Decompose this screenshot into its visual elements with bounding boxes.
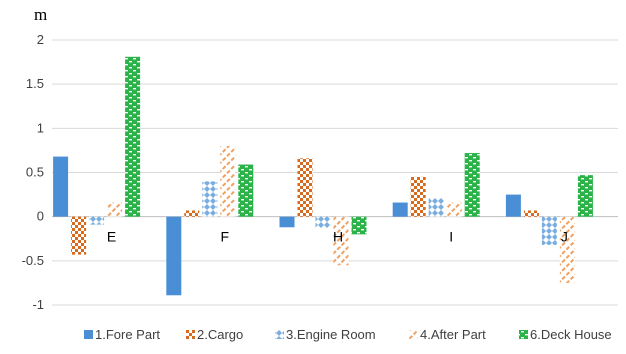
legend-swatch (275, 330, 284, 339)
bar-2-cargo-e (71, 216, 87, 255)
legend-swatch (519, 330, 528, 339)
legend-swatch (409, 330, 418, 339)
bar-6-deck-house-i (464, 153, 480, 217)
bars (53, 56, 593, 296)
bar-4-after-part-f (220, 146, 236, 217)
bar-1-fore-part-f (166, 216, 182, 296)
y-tick-label: 1.5 (26, 76, 44, 91)
y-axis-ticks: 2 1.5 1 0.5 0 -0.5 -1 (22, 32, 44, 312)
bar-6-deck-house-j (577, 175, 593, 217)
category-label: H (333, 229, 343, 245)
legend-label: 4.After Part (420, 327, 486, 342)
legend-swatch (84, 330, 93, 339)
bar-1-fore-part-i (392, 202, 408, 217)
bar-1-fore-part-j (505, 194, 521, 217)
legend-label: 6.Deck House (530, 327, 612, 342)
legend-label: 2.Cargo (197, 327, 243, 342)
bar-2-cargo-j (523, 210, 539, 217)
y-tick-label: 1 (37, 120, 44, 135)
category-label: J (561, 229, 568, 245)
bar-4-after-part-h (333, 216, 349, 266)
legend-swatch (186, 330, 195, 339)
bar-1-fore-part-e (53, 156, 69, 217)
category-label: E (107, 229, 116, 245)
y-tick-label: 0 (37, 209, 44, 224)
y-tick-label: 2 (37, 32, 44, 47)
y-tick-label: 0.5 (26, 165, 44, 180)
bar-4-after-part-e (107, 202, 123, 217)
bar-2-cargo-h (297, 158, 313, 217)
bar-2-cargo-i (410, 176, 426, 217)
bar-3-engine-room-j (541, 216, 557, 245)
legend-label: 1.Fore Part (95, 327, 160, 342)
category-label: F (221, 229, 230, 245)
bar-6-deck-house-h (351, 216, 367, 235)
legend: 1.Fore Part 2.Cargo 3.Engine Room 4.After P… (84, 327, 612, 342)
bar-3-engine-room-i (428, 198, 444, 217)
bar-3-engine-room-e (89, 216, 105, 225)
bar-4-after-part-j (559, 216, 575, 283)
bar-6-deck-house-e (125, 56, 141, 217)
y-tick-label: -1 (32, 297, 44, 312)
category-label: I (449, 229, 453, 245)
legend-label: 3.Engine Room (286, 327, 376, 342)
bar-3-engine-room-f (202, 181, 218, 217)
bar-3-engine-room-h (315, 216, 331, 229)
bar-2-cargo-f (184, 210, 200, 217)
bar-6-deck-house-f (238, 164, 254, 217)
bar-1-fore-part-h (279, 216, 295, 228)
y-axis-unit: m (34, 5, 47, 24)
y-tick-label: -0.5 (22, 253, 44, 268)
bar-4-after-part-i (446, 202, 462, 217)
